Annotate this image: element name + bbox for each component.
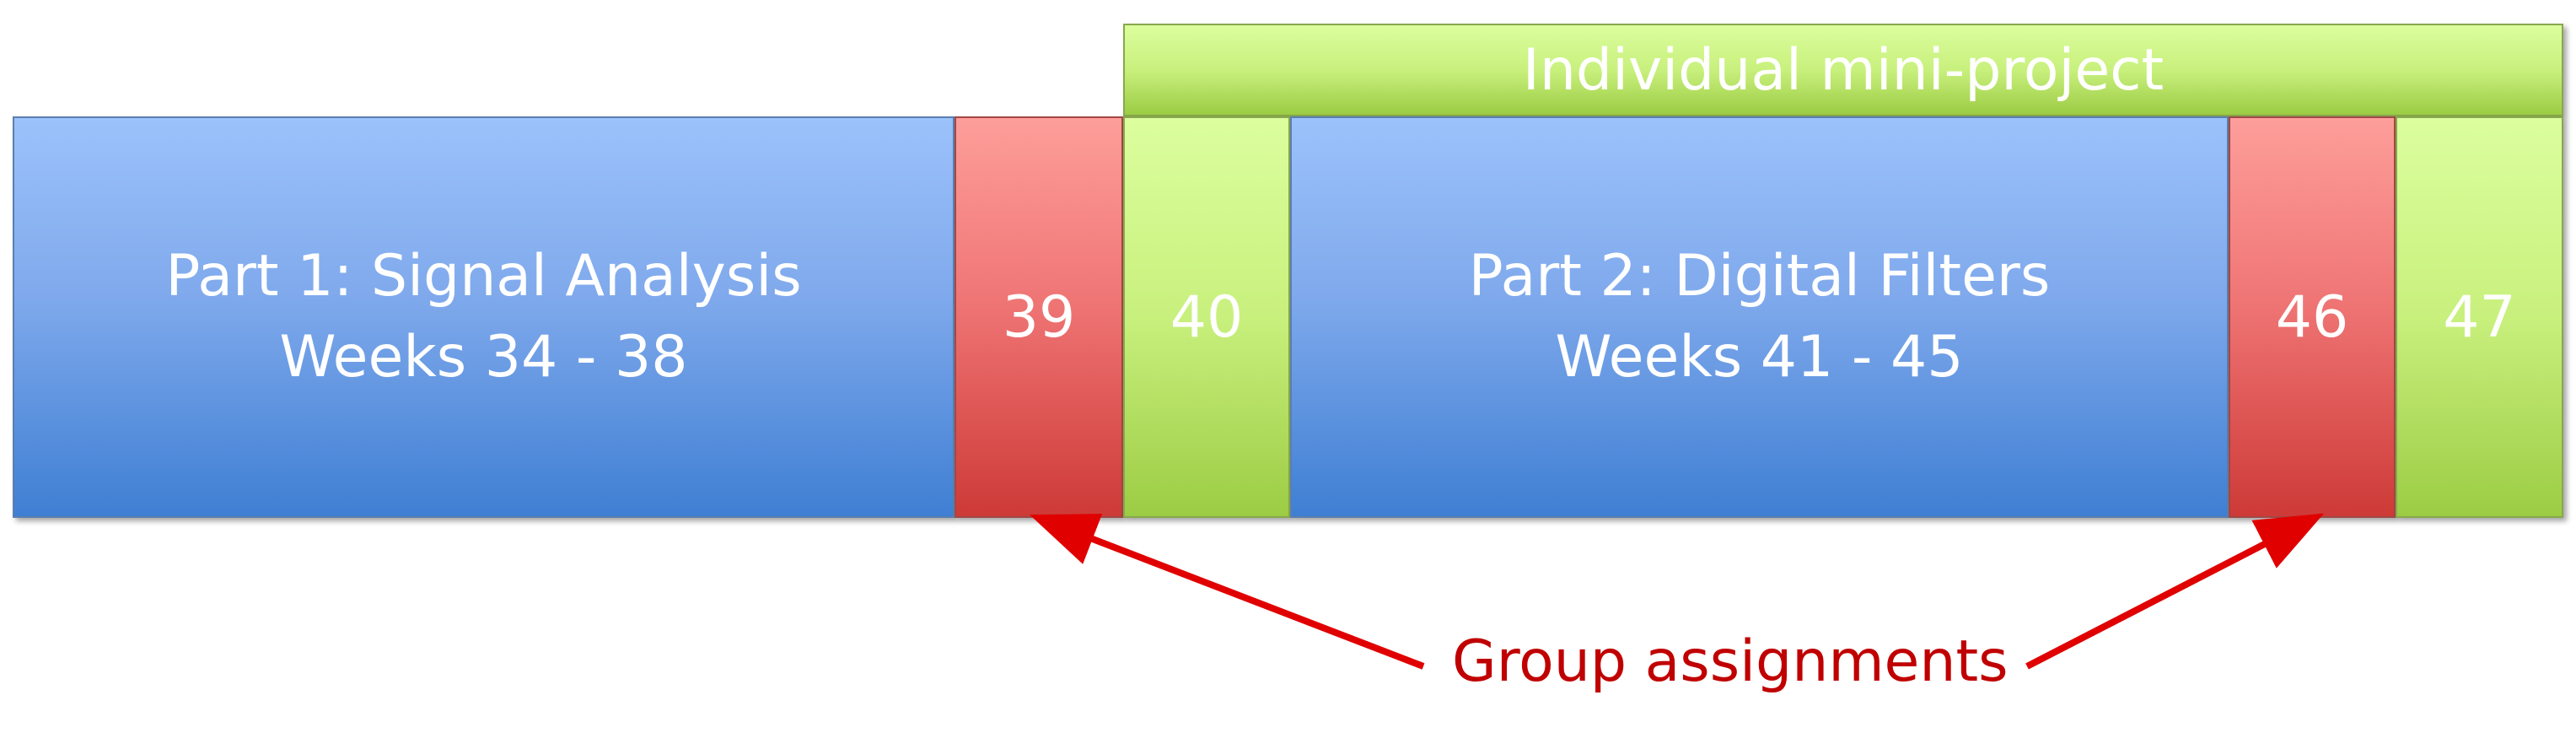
part2-title: Part 2: Digital Filters [1468,243,2051,310]
week-39-label: 39 [1002,283,1076,351]
mini-project-header-bar: Individual mini-project [1123,24,2563,116]
part2-weeks: Weeks 41 - 45 [1555,324,1964,391]
part1-block: Part 1: Signal Analysis Weeks 34 - 38 [13,116,955,518]
week-47-block: 47 [2396,116,2563,518]
arrow-to-week-39 [1030,514,1425,670]
arrow-to-week-46 [2025,513,2325,670]
week-40-block: 40 [1123,116,1290,518]
part1-weeks: Weeks 34 - 38 [279,324,688,391]
week-47-label: 47 [2443,283,2516,351]
mini-project-label: Individual mini-project [1522,36,2165,104]
week-46-block: 46 [2229,116,2396,518]
part2-block: Part 2: Digital Filters Weeks 41 - 45 [1290,116,2229,518]
week-40-label: 40 [1170,283,1244,351]
week-39-block: 39 [955,116,1123,518]
week-46-label: 46 [2275,283,2349,351]
part1-title: Part 1: Signal Analysis [165,243,802,310]
group-assignments-label: Group assignments [1452,628,2009,695]
